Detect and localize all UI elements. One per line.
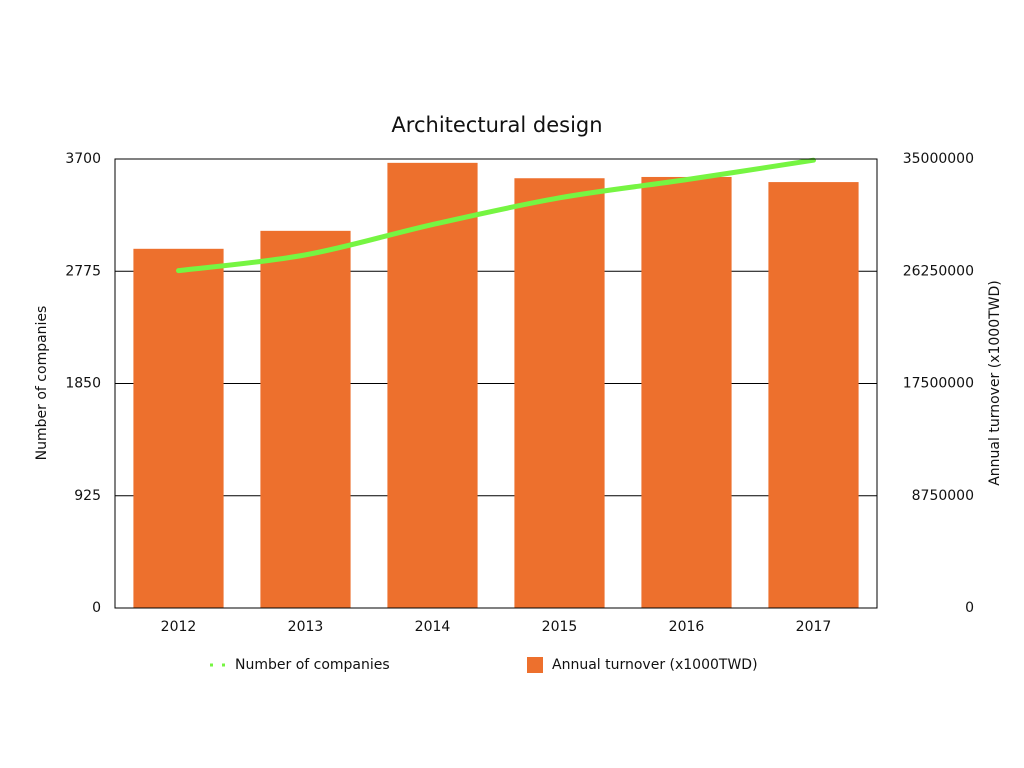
y-tick-label: 0 (92, 600, 101, 616)
chart-title: Architectural design (391, 113, 602, 137)
legend-marker (527, 657, 543, 673)
bar (387, 162, 478, 608)
y-tick-label: 2775 (65, 263, 101, 279)
y2-tick-label: 35000000 (903, 151, 974, 167)
y2-tick-label: 26250000 (903, 263, 974, 279)
bar (514, 178, 605, 608)
x-tick-label: 2017 (796, 619, 832, 635)
y-tick-label: 925 (74, 488, 101, 504)
bar (260, 230, 351, 608)
x-tick-label: 2013 (288, 619, 324, 635)
x-tick-label: 2016 (669, 619, 705, 635)
x-tick-label: 2012 (161, 619, 197, 635)
plot-frame (114, 158, 878, 609)
y-tick-label: 3700 (65, 151, 101, 167)
y-tick-label: 1850 (65, 376, 101, 392)
y2-tick-label: 8750000 (912, 488, 974, 504)
x-tick-label: 2015 (542, 619, 578, 635)
legend-label: Annual turnover (x1000TWD) (552, 657, 758, 673)
legend-label: Number of companies (235, 657, 390, 673)
bar (133, 248, 224, 609)
y2-axis-label: Annual turnover (x1000TWD) (987, 280, 1003, 486)
y2-tick-label: 17500000 (903, 376, 974, 392)
bar (641, 176, 732, 608)
line (176, 157, 816, 274)
y-axis-label: Number of companies (34, 306, 50, 461)
bar (768, 182, 859, 608)
y2-tick-label: 0 (965, 600, 974, 616)
x-tick-label: 2014 (415, 619, 451, 635)
